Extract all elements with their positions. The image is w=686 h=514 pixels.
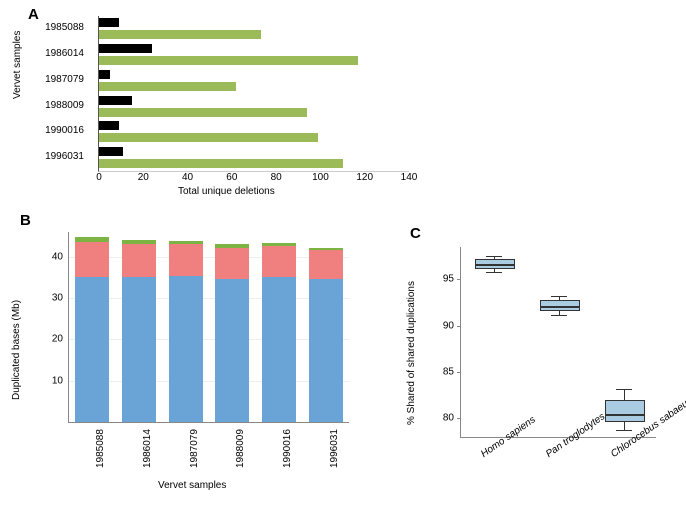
panel-b-gridline xyxy=(69,257,349,258)
panel-a-category: 1986014 xyxy=(24,48,84,59)
panel-b-ytick: 10 xyxy=(52,375,63,386)
panel-b-bar xyxy=(309,248,343,422)
panel-a-bar-black xyxy=(99,70,110,79)
panel-a-bar-green xyxy=(99,56,358,65)
panel-c-whisker-cap xyxy=(551,296,567,297)
panel-a-xtick: 40 xyxy=(182,172,193,183)
panel-c-plot: 80859095 xyxy=(460,247,656,438)
panel-b-gridline xyxy=(69,298,349,299)
panel-b-category: 1987079 xyxy=(189,429,200,468)
panel-a-plot: 0204060801001201401985088198601419870791… xyxy=(98,16,409,172)
panel-c-ylabel: % Shared of shared duplications xyxy=(406,281,417,425)
panel-b-seg-green xyxy=(75,237,109,242)
panel-b-seg-blue xyxy=(262,277,296,422)
panel-c-whisker-cap xyxy=(616,430,632,431)
panel-a-xlabel: Total unique deletions xyxy=(178,186,275,197)
panel-a-bar-green xyxy=(99,82,236,91)
panel-a-category: 1996031 xyxy=(24,151,84,162)
panel-b-seg-red xyxy=(262,246,296,277)
panel-a-label: A xyxy=(28,6,39,23)
panel-c-box xyxy=(475,259,515,269)
panel-c-label: C xyxy=(410,225,421,242)
panel-b-category: 1996031 xyxy=(329,429,340,468)
panel-a-bar-black xyxy=(99,44,152,53)
panel-b-ytick: 20 xyxy=(52,334,63,345)
panel-b-seg-blue xyxy=(309,279,343,422)
panel-c-whisker-cap xyxy=(551,315,567,316)
panel-a-bar-green xyxy=(99,108,307,117)
panel-c-median xyxy=(606,414,644,416)
panel-a: A Vervet samples Total unique deletions … xyxy=(8,4,418,199)
panel-a-xtick: 100 xyxy=(312,172,329,183)
panel-b-seg-green xyxy=(309,248,343,250)
panel-c-box xyxy=(605,400,645,422)
panel-b-seg-red xyxy=(169,244,203,276)
panel-a-xtick: 140 xyxy=(401,172,418,183)
panel-c-whisker-cap xyxy=(616,389,632,390)
panel-a-xtick: 0 xyxy=(96,172,102,183)
panel-c: C % Shared of shared duplications 808590… xyxy=(400,225,680,505)
panel-a-category: 1985088 xyxy=(24,22,84,33)
panel-b-plot: 10203040 xyxy=(68,232,349,423)
panel-b-seg-blue xyxy=(75,277,109,422)
panel-b-seg-red xyxy=(309,250,343,279)
panel-b-bar xyxy=(75,237,109,422)
panel-b-gridline xyxy=(69,339,349,340)
panel-c-ytick: 95 xyxy=(443,274,454,285)
panel-b-category: 1986014 xyxy=(142,429,153,468)
panel-a-category: 1990016 xyxy=(24,125,84,136)
panel-c-whisker-cap xyxy=(486,256,502,257)
panel-b: B Duplicated bases (Mb) Vervet samples 1… xyxy=(8,210,368,500)
panel-a-ylabel: Vervet samples xyxy=(12,31,23,99)
panel-c-tickmark xyxy=(457,372,461,373)
panel-b-ytick: 40 xyxy=(52,251,63,262)
panel-b-ylabel: Duplicated bases (Mb) xyxy=(11,300,22,400)
panel-c-tickmark xyxy=(457,418,461,419)
panel-b-bar xyxy=(262,243,296,422)
panel-c-tickmark xyxy=(457,279,461,280)
panel-a-bar-green xyxy=(99,133,318,142)
panel-a-xtick: 60 xyxy=(226,172,237,183)
panel-b-seg-red xyxy=(215,248,249,279)
panel-c-whisker-cap xyxy=(486,272,502,273)
panel-b-seg-blue xyxy=(169,276,203,422)
panel-b-bar xyxy=(215,244,249,422)
panel-c-median xyxy=(541,306,579,308)
panel-a-category: 1987079 xyxy=(24,74,84,85)
panel-b-seg-green xyxy=(262,243,296,246)
panel-c-box xyxy=(540,300,580,311)
panel-c-ytick: 80 xyxy=(443,413,454,424)
panel-a-bar-green xyxy=(99,159,343,168)
panel-b-seg-green xyxy=(215,244,249,247)
panel-b-seg-red xyxy=(75,242,109,277)
panel-a-category: 1988009 xyxy=(24,100,84,111)
panel-b-category: 1990016 xyxy=(282,429,293,468)
panel-a-bar-green xyxy=(99,30,261,39)
panel-a-bar-black xyxy=(99,96,132,105)
panel-b-label: B xyxy=(20,212,31,229)
panel-c-tickmark xyxy=(457,326,461,327)
panel-c-ytick: 85 xyxy=(443,367,454,378)
panel-a-xtick: 20 xyxy=(138,172,149,183)
panel-a-bar-black xyxy=(99,147,123,156)
panel-a-xtick: 120 xyxy=(356,172,373,183)
panel-b-bar xyxy=(122,240,156,422)
panel-a-xtick: 80 xyxy=(271,172,282,183)
panel-b-ytick: 30 xyxy=(52,293,63,304)
panel-c-median xyxy=(476,264,514,266)
panel-b-seg-red xyxy=(122,244,156,277)
panel-b-seg-green xyxy=(169,241,203,244)
panel-b-category: 1985088 xyxy=(95,429,106,468)
panel-a-bar-black xyxy=(99,18,119,27)
panel-b-seg-blue xyxy=(122,277,156,422)
panel-b-bar xyxy=(169,241,203,422)
panel-b-xlabel: Vervet samples xyxy=(158,480,226,491)
panel-c-ytick: 90 xyxy=(443,320,454,331)
panel-b-gridline xyxy=(69,381,349,382)
panel-b-category: 1988009 xyxy=(235,429,246,468)
panel-b-seg-blue xyxy=(215,279,249,422)
panel-b-seg-green xyxy=(122,240,156,244)
panel-a-bar-black xyxy=(99,121,119,130)
